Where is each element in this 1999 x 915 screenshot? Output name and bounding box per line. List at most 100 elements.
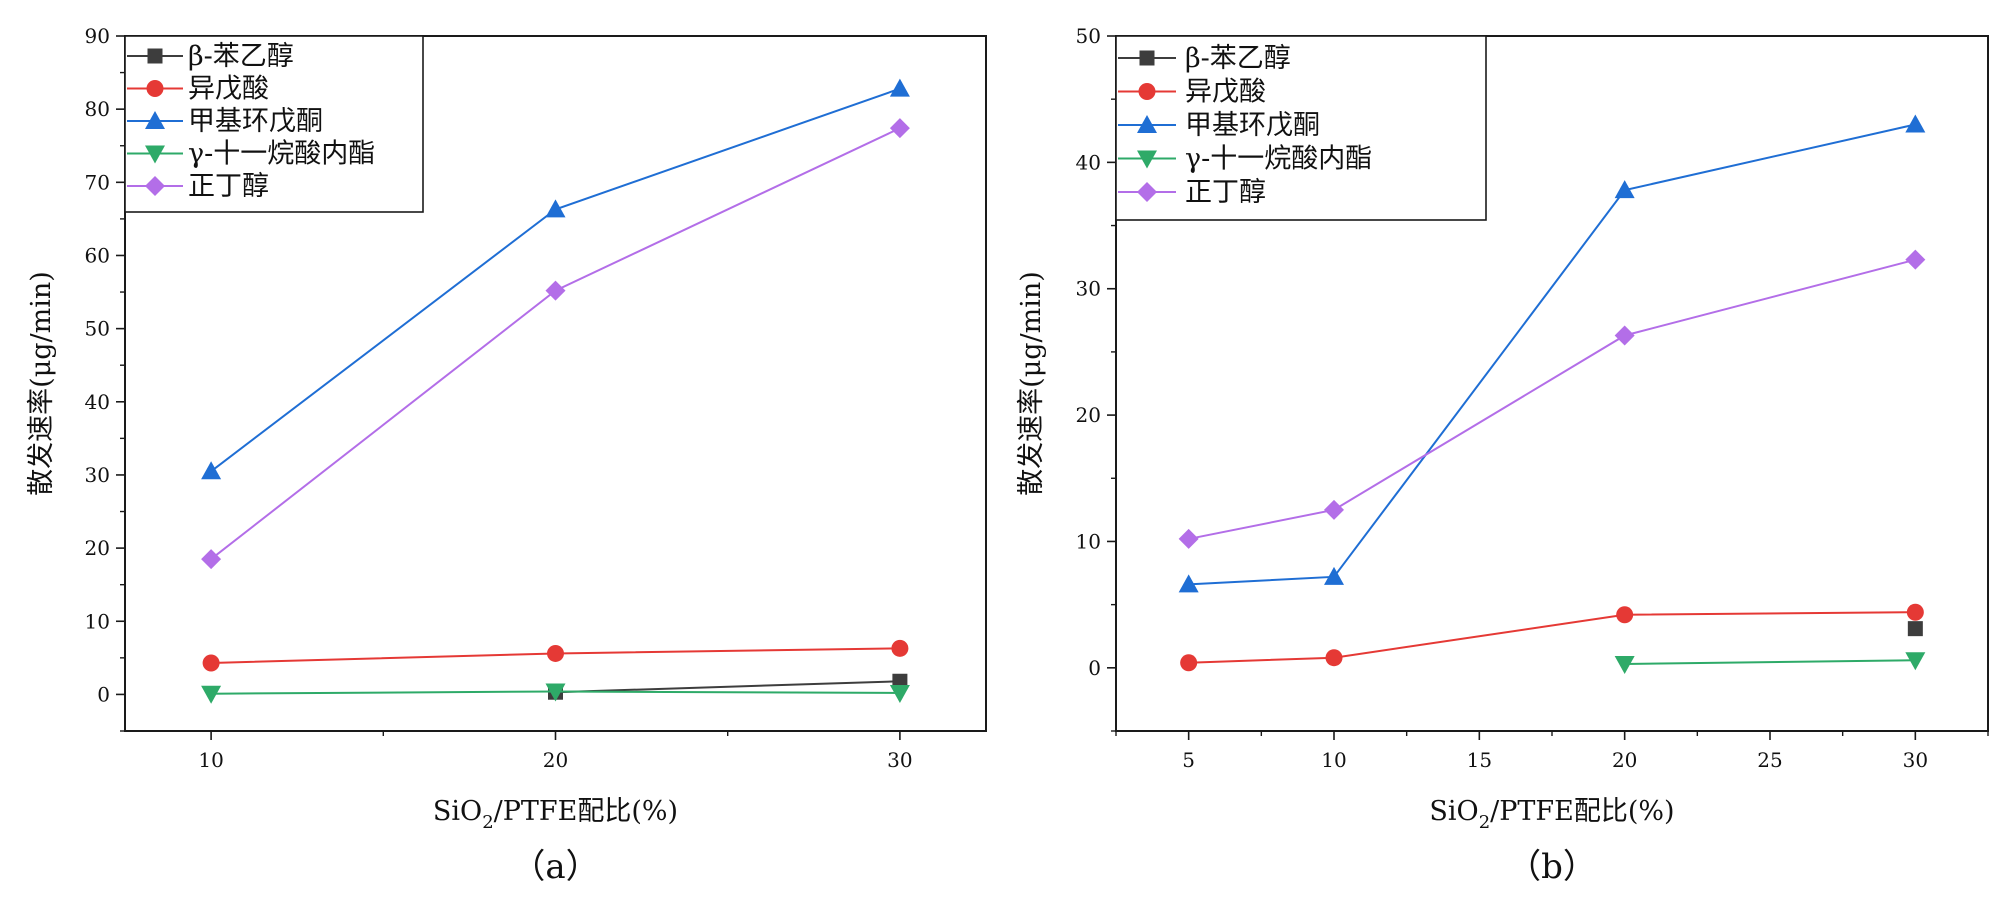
legend-label-b-3: γ-十一烷酸内酯 <box>1185 144 1372 175</box>
data-point-b-2 <box>1324 566 1344 585</box>
data-point-a-2 <box>201 461 222 480</box>
data-point-b-1 <box>1906 603 1924 621</box>
data-point-b-1 <box>1180 654 1198 672</box>
x-tick-label-b: 20 <box>1612 748 1637 772</box>
y-tick-label-a: 70 <box>85 170 110 194</box>
data-point-a-3 <box>889 684 910 703</box>
y-tick-label-a: 10 <box>85 609 110 633</box>
legend-label-b-1: 异戊酸 <box>1185 77 1266 108</box>
x-tick-label-a: 30 <box>887 748 912 772</box>
panel-label-b: （b） <box>1507 847 1597 887</box>
legend-marker-b-0 <box>1139 50 1155 66</box>
series-line-b-4 <box>1188 258 1916 540</box>
x-tick-label-b: 25 <box>1757 748 1782 772</box>
x-tick-label-b: 10 <box>1321 748 1346 772</box>
data-point-a-4 <box>545 280 566 301</box>
series-a-1 <box>202 639 909 672</box>
x-tick-label-b: 5 <box>1182 748 1195 772</box>
series-line-b-1 <box>1188 611 1916 664</box>
legend-box-a <box>124 35 424 213</box>
series-a-3 <box>201 683 910 704</box>
y-tick-label-b: 30 <box>1076 277 1101 301</box>
data-point-b-4 <box>1614 325 1635 346</box>
data-point-b-3 <box>1905 652 1926 671</box>
data-point-a-3 <box>545 683 566 702</box>
data-point-b-1 <box>1616 606 1634 624</box>
legend-marker-a-4 <box>145 176 165 196</box>
legend-marker-b-3 <box>1137 150 1157 169</box>
series-a-0 <box>548 673 908 700</box>
series-b-3 <box>1614 652 1926 675</box>
data-point-a-4 <box>889 118 910 139</box>
legend-label-a-3: γ-十一烷酸内酯 <box>188 139 375 170</box>
x-axis-label-b: SiO2/PTFE配比(%) <box>1429 796 1674 833</box>
data-point-b-4 <box>1178 528 1199 549</box>
y-tick-label-a: 60 <box>85 243 110 267</box>
legend-marker-b-4 <box>1137 182 1157 202</box>
data-point-b-0 <box>1907 621 1923 637</box>
x-axis-label-main-a: SiO <box>433 796 482 827</box>
data-point-b-2 <box>1905 114 1926 133</box>
y-tick-label-b: 50 <box>1076 24 1101 48</box>
series-b-0 <box>1907 621 1923 637</box>
series-b-4 <box>1178 249 1926 549</box>
series-line-a-0 <box>555 680 900 694</box>
y-tick-label-a: 0 <box>97 682 110 706</box>
x-axis-label-rest-a: /PTFE配比(%) <box>494 796 678 827</box>
data-point-b-3 <box>1614 656 1635 675</box>
data-point-b-2 <box>1178 574 1199 593</box>
legend-marker-b-2 <box>1137 115 1157 133</box>
legend-label-b-2: 甲基环戊酮 <box>1185 110 1320 141</box>
y-tick-label-a: 30 <box>85 463 110 487</box>
legend-marker-a-1 <box>146 80 164 97</box>
data-point-a-3 <box>201 685 222 704</box>
y-tick-label-b: 40 <box>1076 150 1101 174</box>
x-axis-label-a: SiO2/PTFE配比(%) <box>433 796 678 833</box>
series-b-1 <box>1180 603 1924 672</box>
data-point-a-1 <box>891 639 909 657</box>
y-tick-label-a: 20 <box>85 536 110 560</box>
y-tick-label-a: 40 <box>85 390 110 414</box>
legend-marker-a-2 <box>145 111 165 129</box>
panel-b: 0 10 20 30 40 50 5 10 15 20 25 30 散发速率(μg/min) SiO2/P… <box>1016 24 1989 887</box>
legend-marker-a-0 <box>147 48 163 64</box>
data-point-b-1 <box>1325 649 1343 667</box>
legend-label-a-2: 甲基环戊酮 <box>188 106 323 137</box>
x-axis-label-subscript-a: 2 <box>482 812 493 833</box>
y-axis-label-a: 散发速率(μg/min) <box>26 271 57 496</box>
data-point-a-2 <box>545 199 566 218</box>
x-tick-label-b: 30 <box>1903 748 1928 772</box>
panel-a: 0 10 20 30 40 50 60 70 80 90 10 20 30 散发速率(μg/min) SiO… <box>26 24 987 887</box>
legend-label-a-0: β-苯乙醇 <box>188 41 294 72</box>
x-axis-label-main-b: SiO <box>1429 796 1478 827</box>
legend-marker-b-1 <box>1138 83 1156 100</box>
y-axis-label-b: 散发速率(μg/min) <box>1016 271 1047 496</box>
legend-box-b <box>1115 35 1487 221</box>
y-tick-label-a: 80 <box>85 97 110 121</box>
data-point-b-4 <box>1905 249 1926 270</box>
x-tick-label-a: 10 <box>198 748 223 772</box>
y-tick-label-b: 10 <box>1076 529 1101 553</box>
data-point-b-4 <box>1324 499 1344 520</box>
panel-label-a: （a） <box>511 847 599 887</box>
series-a-2 <box>201 78 910 480</box>
x-axis-label-subscript-b: 2 <box>1479 812 1490 833</box>
data-point-a-2 <box>889 78 910 97</box>
data-point-a-1 <box>547 644 564 662</box>
data-point-a-4 <box>201 549 222 570</box>
legend-label-a-1: 异戊酸 <box>188 74 269 105</box>
series-line-b-3 <box>1624 659 1916 666</box>
y-tick-label-a: 90 <box>85 24 110 48</box>
legend-marker-a-3 <box>145 145 165 164</box>
legend-label-b-0: β-苯乙醇 <box>1185 43 1291 74</box>
legend-label-b-4: 正丁醇 <box>1185 177 1266 208</box>
x-tick-label-b: 15 <box>1467 748 1492 772</box>
data-point-b-2 <box>1614 180 1635 199</box>
y-tick-label-b: 0 <box>1088 656 1101 680</box>
y-tick-label-b: 20 <box>1076 403 1101 427</box>
x-axis-label-rest-b: /PTFE配比(%) <box>1490 796 1674 827</box>
data-point-a-1 <box>202 654 220 672</box>
